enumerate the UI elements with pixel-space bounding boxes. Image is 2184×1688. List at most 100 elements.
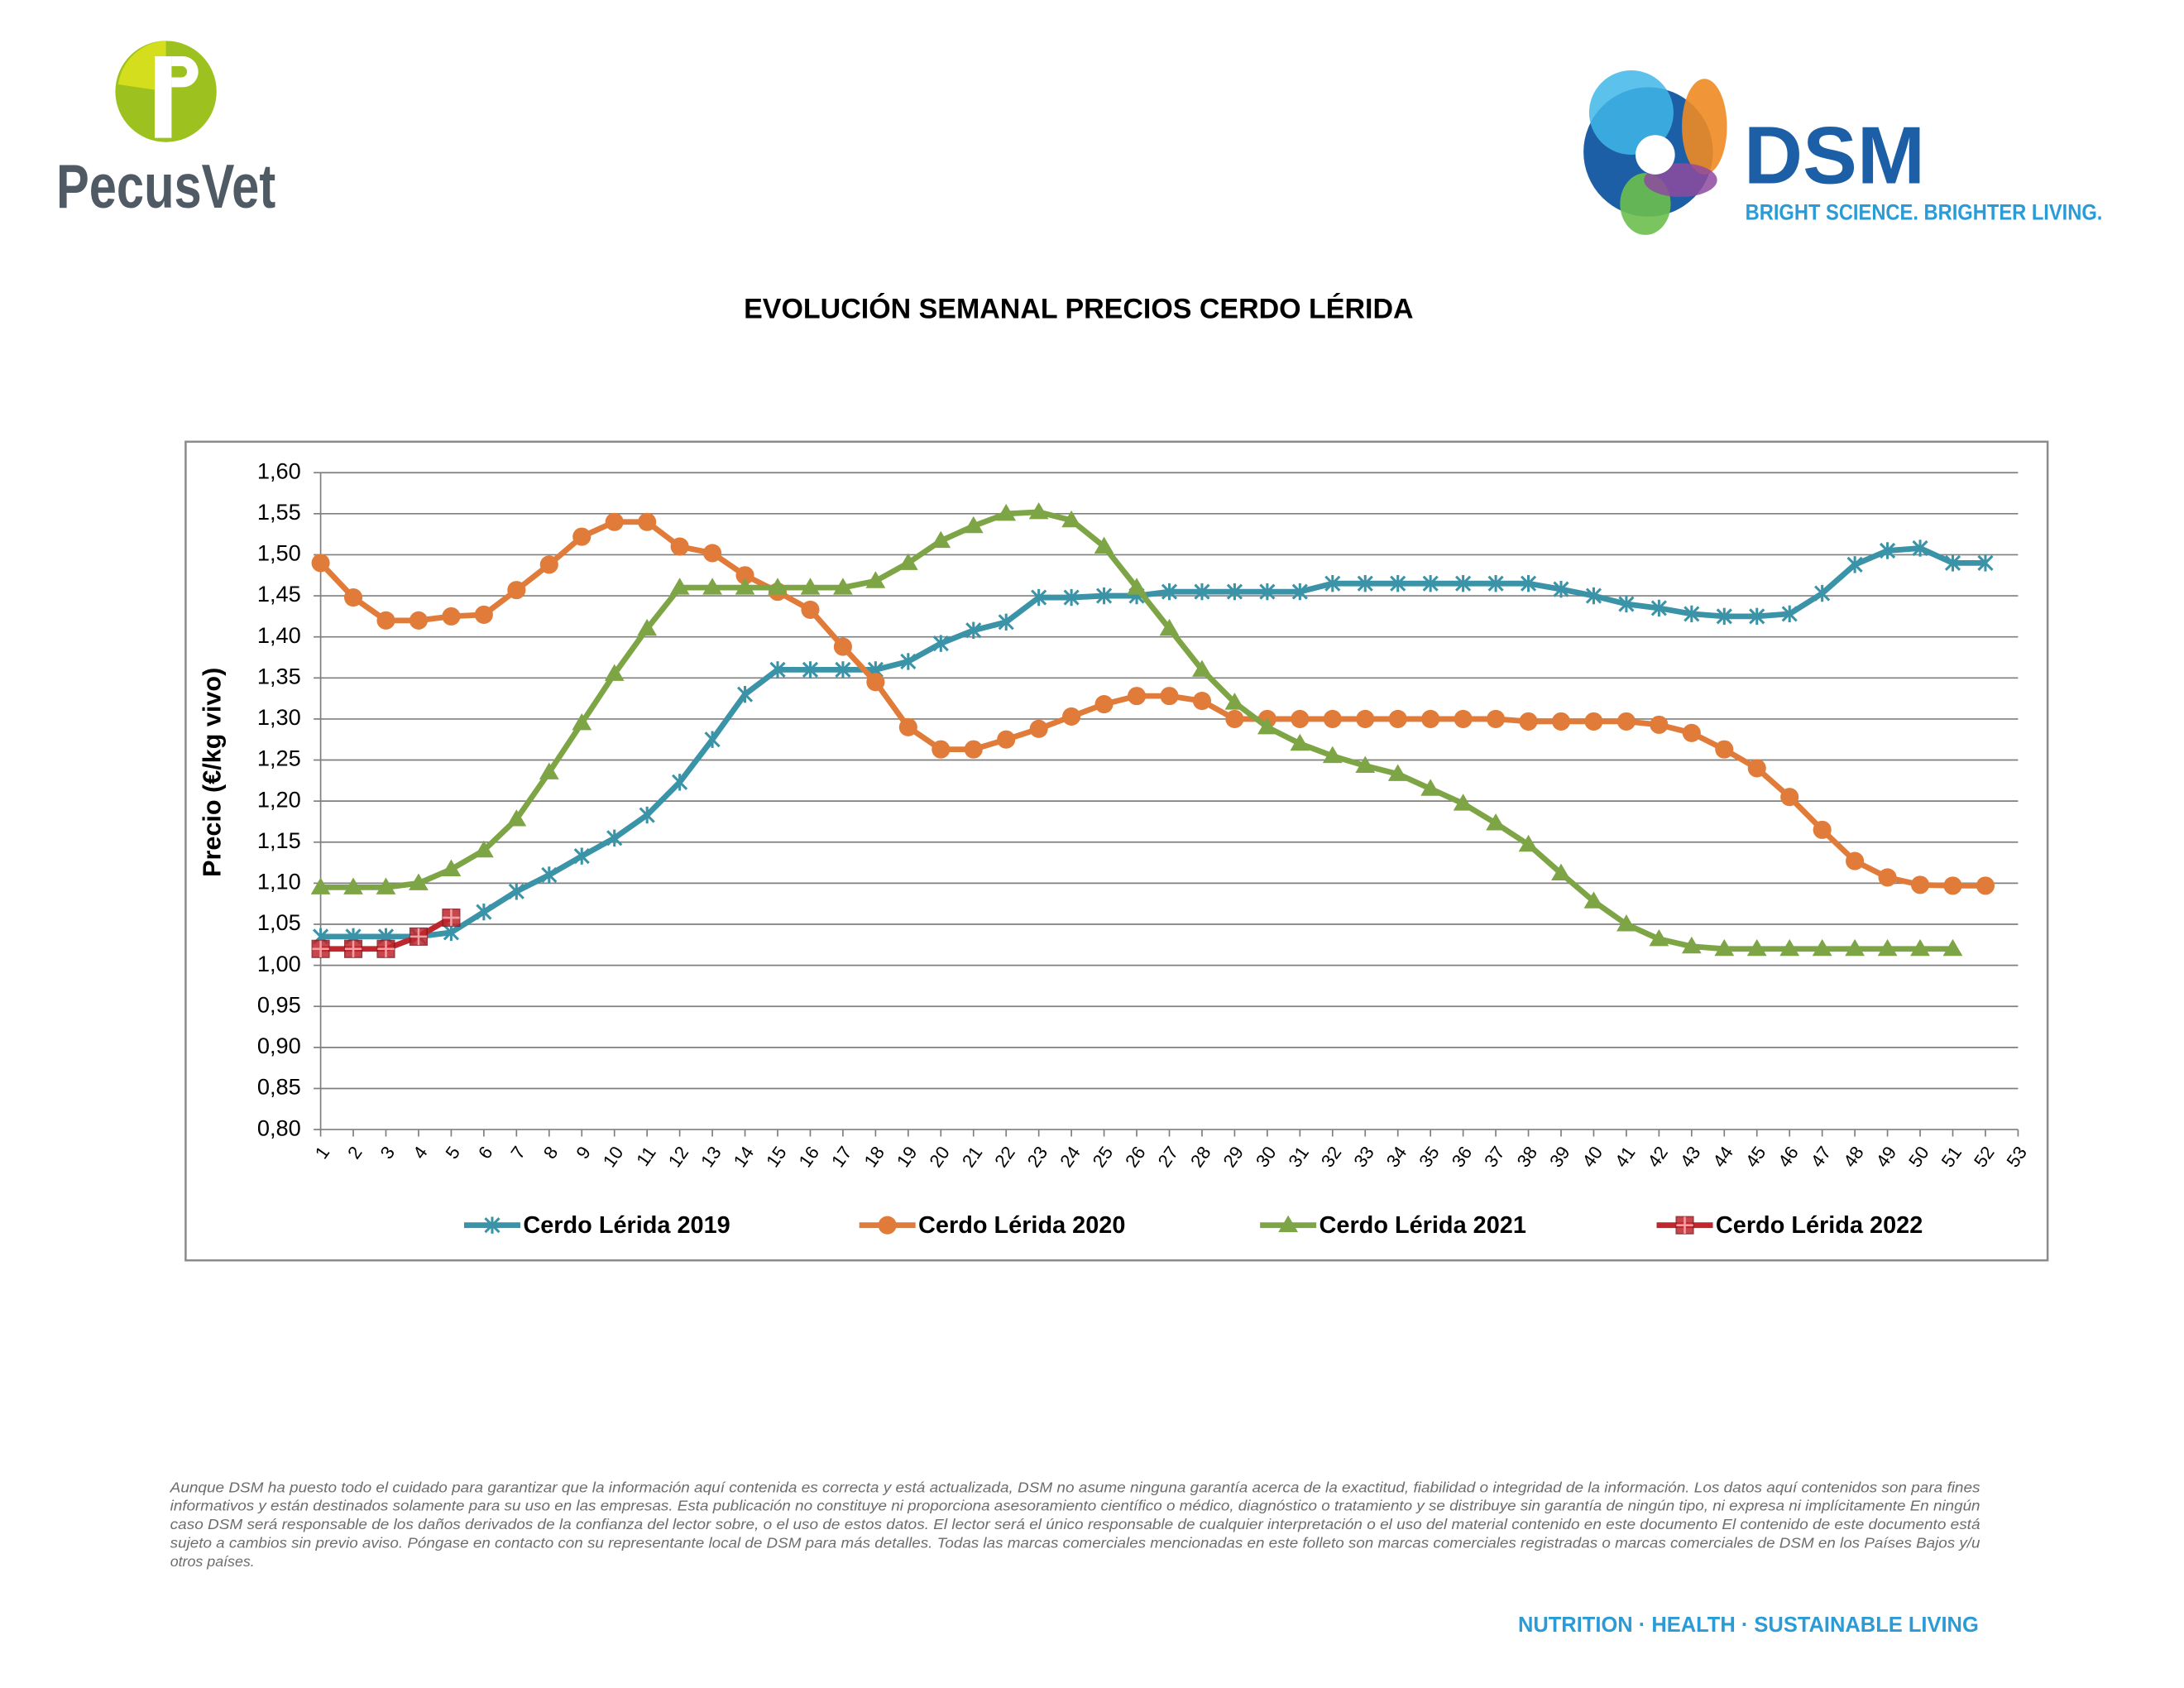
point-marker (1650, 715, 1669, 734)
point-marker (476, 903, 492, 921)
disclaimer: Aunque DSM ha puesto todo el cuidado par… (170, 1479, 1980, 1570)
legend-label: Cerdo Lérida 2019 (523, 1212, 730, 1239)
point-marker (409, 611, 429, 630)
point-marker (1715, 740, 1734, 759)
marker-cross (1676, 1216, 1693, 1234)
point-marker (1322, 746, 1343, 764)
y-tick-label: 1,45 (257, 581, 301, 607)
point-marker (1290, 733, 1310, 751)
y-tick-label: 1,30 (257, 704, 301, 730)
point-marker (1192, 692, 1212, 711)
point-marker (1747, 759, 1766, 778)
point-marker (508, 883, 524, 900)
point-marker (1192, 659, 1212, 677)
point-marker (1520, 574, 1537, 592)
logo-text: PecusVet (56, 151, 275, 221)
point-marker (1486, 813, 1506, 831)
point-marker (898, 717, 917, 736)
point-marker (1062, 707, 1081, 726)
point-marker (1618, 595, 1635, 613)
chart-frame (184, 440, 2049, 1262)
point-marker (506, 809, 527, 827)
point-marker (1518, 834, 1539, 852)
point-marker (1031, 588, 1047, 607)
point-marker (1160, 687, 1179, 706)
legend-label: Cerdo Lérida 2020 (918, 1212, 1125, 1239)
y-tick-label: 1,05 (257, 909, 301, 935)
point-marker (1291, 583, 1308, 601)
point-marker (1976, 876, 1995, 895)
point-marker (443, 923, 459, 942)
point-marker (702, 578, 722, 595)
point-marker (409, 927, 429, 946)
point-marker (1291, 709, 1310, 728)
point-marker (606, 829, 623, 847)
chart-title: EVOLUCIÓN SEMANAL PRECIOS CERDO LÉRIDA (744, 294, 1413, 325)
logo-text: DSM (1744, 110, 1925, 201)
point-marker (409, 873, 429, 890)
legend-label: Cerdo Lérida 2022 (1716, 1212, 1923, 1239)
point-marker (1746, 938, 1767, 957)
point-marker (1387, 764, 1408, 781)
point-marker (572, 527, 592, 546)
marker-cross (377, 940, 395, 957)
point-marker (442, 909, 461, 928)
point-marker (1551, 863, 1571, 880)
point-marker (1944, 554, 1961, 572)
point-marker (1780, 788, 1799, 807)
point-marker (931, 530, 951, 549)
point-marker (1583, 891, 1604, 909)
point-marker (376, 939, 395, 958)
point-marker (1877, 938, 1898, 957)
point-marker (769, 661, 786, 679)
point-marker (865, 571, 886, 588)
point-marker (1910, 875, 1930, 894)
point-marker (1454, 709, 1473, 728)
point-marker (1224, 693, 1245, 710)
point-marker (1161, 583, 1178, 601)
point-marker (1812, 938, 1832, 957)
point-marker (802, 661, 819, 679)
point-marker (704, 731, 721, 748)
point-marker (835, 661, 851, 679)
point-marker (637, 618, 658, 636)
point-marker (1942, 938, 1963, 957)
point-marker (311, 554, 330, 573)
point-marker (1846, 851, 1865, 870)
tagline: BRIGHT SCIENCE. BRIGHTER LIVING. (1746, 199, 2103, 225)
y-tick-label: 1,15 (257, 827, 301, 853)
point-marker (965, 621, 982, 639)
point-marker (1682, 723, 1701, 742)
point-marker (1650, 599, 1667, 617)
point-marker (1716, 607, 1732, 626)
y-tick-label: 0,80 (257, 1115, 301, 1140)
y-tick-label: 1,60 (257, 458, 301, 483)
point-marker (1226, 583, 1243, 601)
point-marker (1095, 587, 1113, 605)
point-marker (1225, 709, 1244, 728)
point-marker (1781, 605, 1798, 623)
point-marker (441, 859, 462, 877)
point-marker (1943, 876, 1962, 895)
point-marker (1356, 709, 1375, 728)
point-marker (768, 578, 788, 595)
point-marker (376, 611, 395, 630)
point-marker (1029, 719, 1048, 738)
point-marker (1324, 574, 1341, 592)
point-marker (964, 740, 983, 759)
series-line (318, 519, 1985, 889)
point-marker (1094, 536, 1114, 554)
point-marker (1028, 501, 1049, 520)
point-marker (898, 553, 918, 570)
point-marker (310, 877, 331, 894)
point-marker (1910, 938, 1930, 957)
point-marker (801, 600, 820, 619)
point-marker (1257, 717, 1277, 735)
point-marker (573, 847, 590, 865)
point-marker (1455, 574, 1472, 592)
point-marker (866, 673, 885, 692)
disclaimer-line: caso DSM será responsable de los daños d… (170, 1516, 1980, 1532)
point-marker (1355, 755, 1376, 773)
point-marker (669, 578, 690, 595)
point-marker (1675, 1216, 1694, 1235)
